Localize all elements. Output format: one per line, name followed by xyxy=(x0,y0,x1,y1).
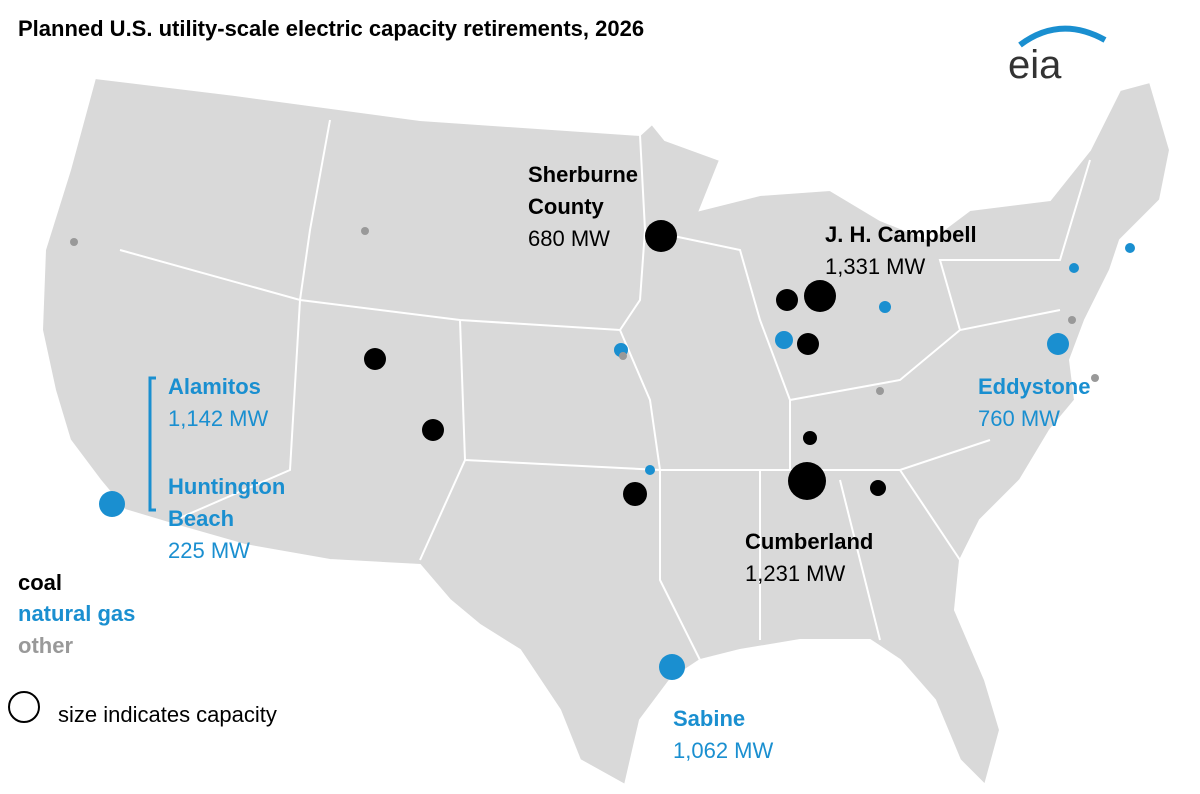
plant-name: Beach xyxy=(168,506,234,531)
other-dot xyxy=(876,387,884,395)
coal-dot xyxy=(870,480,886,496)
other-dot xyxy=(361,227,369,235)
gas-dot xyxy=(1069,263,1079,273)
other-dot xyxy=(1068,316,1076,324)
plant-name: County xyxy=(528,194,605,219)
gas-dot xyxy=(1047,333,1069,355)
legend-gas: natural gas xyxy=(18,601,135,626)
plant-capacity: 1,231 MW xyxy=(745,561,845,586)
plant-labels: Sherburne County 680 MW J. H. Campbell 1,331… xyxy=(168,162,1090,763)
plant-capacity: 225 MW xyxy=(168,538,250,563)
logo: eia xyxy=(1008,43,1062,87)
coal-dot xyxy=(804,280,836,312)
legend-size-note: size indicates capacity xyxy=(58,702,277,727)
plant-name: Sherburne xyxy=(528,162,638,187)
state-lines xyxy=(119,119,1091,661)
plant-name: J. H. Campbell xyxy=(825,222,977,247)
plant-capacity: 680 MW xyxy=(528,226,610,251)
map-title: Planned U.S. utility-scale electric capa… xyxy=(18,16,644,41)
coal-dot xyxy=(803,431,817,445)
coal-dot xyxy=(623,482,647,506)
plant-name: Eddystone xyxy=(978,374,1090,399)
plant-name: Cumberland xyxy=(745,529,873,554)
plant-name: Sabine xyxy=(673,706,745,731)
us-map xyxy=(40,76,1172,787)
logo-arc xyxy=(1018,25,1107,48)
gas-dot xyxy=(659,654,685,680)
gas-dot xyxy=(645,465,655,475)
plant-capacity: 1,062 MW xyxy=(673,738,773,763)
plant-name: Huntington xyxy=(168,474,285,499)
plant-capacity: 1,331 MW xyxy=(825,254,925,279)
dots xyxy=(70,220,1135,680)
gas-dot xyxy=(1125,243,1135,253)
coal-dot xyxy=(797,333,819,355)
gas-dot xyxy=(99,491,125,517)
other-dot xyxy=(619,352,627,360)
coal-dot xyxy=(364,348,386,370)
bracket xyxy=(148,376,156,512)
plant-capacity: 760 MW xyxy=(978,406,1060,431)
gas-dot xyxy=(879,301,891,313)
other-dot xyxy=(70,238,78,246)
plant-name: Alamitos xyxy=(168,374,261,399)
coal-dot xyxy=(645,220,677,252)
legend-coal: coal xyxy=(18,570,62,595)
legend-other: other xyxy=(18,633,73,658)
coal-dot xyxy=(788,462,826,500)
legend-circle xyxy=(8,691,40,723)
gas-dot xyxy=(775,331,793,349)
other-dot xyxy=(1091,374,1099,382)
coal-dot xyxy=(422,419,444,441)
plant-capacity: 1,142 MW xyxy=(168,406,268,431)
coal-dot xyxy=(776,289,798,311)
